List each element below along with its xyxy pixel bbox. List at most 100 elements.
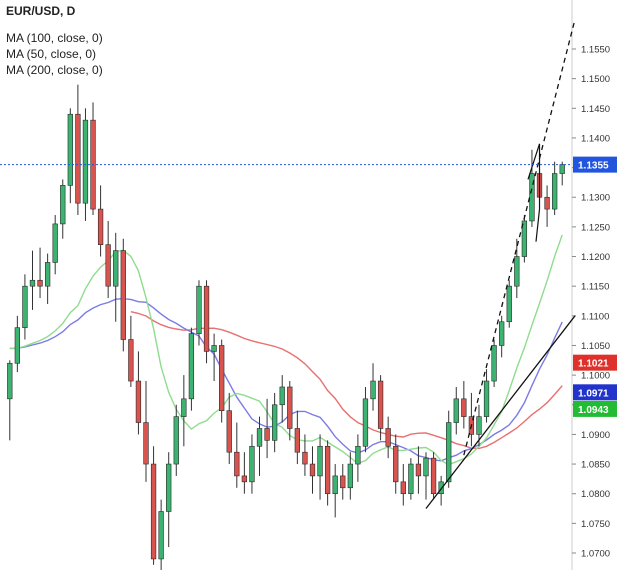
ma100-line [9,297,563,462]
candle-up [44,262,51,287]
candle-down [234,451,240,477]
projection-line [463,19,576,456]
ma200-badge-label: 1.1021 [578,359,609,370]
candle-up [29,279,36,287]
flag-lower-line [535,209,541,242]
price-badges: 1.1355 1.1021 1.0971 1.0943 [0,156,617,417]
price-tick-label: 1.0900 [581,430,610,441]
candle-up [499,321,505,346]
chart-legend: EUR/USD, D MA (100, close, 0) MA (50, cl… [6,4,103,78]
price-tick-label: 1.1250 [581,222,610,233]
legend-item-ma100: MA (100, close, 0) [6,31,103,45]
legend-item-ma200: MA (200, close, 0) [6,63,103,77]
current-price-badge-label: 1.1355 [578,161,609,172]
candle-down [400,481,406,495]
candle-up [423,457,429,477]
candle-up [491,345,497,382]
price-tick-label: 1.1100 [581,311,609,322]
candle-up [188,333,195,400]
candle-up [552,173,558,210]
candle-down [226,410,232,453]
candle-down [393,445,399,483]
candle-up [446,422,452,483]
candle-down [461,398,467,417]
current-price-badge [573,156,617,173]
candle-up [52,223,58,263]
candle-up [514,256,520,287]
candle-up [14,327,20,364]
candle-up [272,404,278,441]
price-tick-label: 1.0700 [581,549,610,560]
candle-up [317,445,323,477]
price-tick-label: 1.1000 [581,371,610,382]
candle-up [196,285,202,334]
price-tick-label: 1.1400 [581,133,610,144]
candle-down [97,208,104,245]
candle-up [60,185,66,225]
price-tick-label: 1.0800 [581,489,610,500]
candle-up [332,475,338,495]
candle-down [241,475,248,483]
candle-down [135,380,142,423]
flag-upper-line [527,143,541,180]
candle-up [438,481,444,495]
price-axis: 1.15501.15001.14501.14001.13501.13001.12… [572,45,610,560]
price-tick-label: 1.1050 [581,341,610,352]
price-tick-label: 1.1550 [581,45,610,56]
candle-down [105,244,111,287]
candle-up [166,463,172,512]
candle-down [128,339,134,382]
price-tick-label: 1.1200 [581,252,610,263]
candle-down [340,475,346,489]
candle-up [521,220,528,257]
candle-down [544,196,550,210]
candle-up [22,285,28,328]
candle-up [559,164,565,174]
legend-item-ma50: MA (50, close, 0) [6,47,97,61]
candle-up [476,416,482,435]
candle-up [256,428,263,447]
trendlines [425,19,576,509]
candle-up [173,416,179,465]
candle-down [415,463,422,477]
candle-down [150,463,157,560]
ma50-badge [573,400,617,417]
candle-down [302,451,308,465]
price-tick-label: 1.1300 [581,193,610,204]
price-tick-label: 1.0850 [581,460,610,471]
candle-down [287,386,293,429]
price-tick-label: 1.1450 [581,104,610,115]
candle-up [506,285,512,323]
price-tick-label: 1.1500 [581,74,610,85]
candle-up [347,463,353,489]
candle-down [430,457,437,495]
candle-down [120,250,126,340]
candle-down [385,428,391,447]
candle-down [143,422,149,465]
candle-down [377,380,384,429]
moving-averages [9,234,563,466]
candle-up [529,173,535,222]
candle-up [158,511,164,560]
candle-down [309,463,316,477]
ma100-badge [573,384,617,401]
candle-down [219,345,225,411]
candle-up [362,398,369,447]
ma50-badge-label: 1.0943 [578,405,609,416]
candle-down [294,428,300,453]
candle-up [211,345,217,352]
candle-up [181,398,187,417]
candle-up [453,398,459,423]
candle-up [67,113,73,186]
candle-up [355,445,361,465]
candle-up [370,380,376,400]
price-tick-label: 1.1150 [581,282,609,293]
candle-down [37,279,43,287]
candle-up [408,463,414,495]
candle-down [75,113,81,204]
candle-down [264,428,270,441]
candle-up [279,386,285,406]
chart-title: EUR/USD, D [6,4,76,18]
ma200-badge [573,354,617,371]
